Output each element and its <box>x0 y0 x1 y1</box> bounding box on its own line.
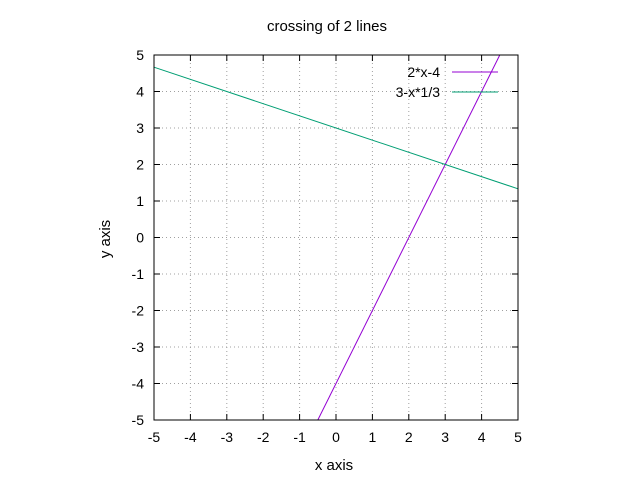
plot-series <box>153 54 519 421</box>
y-tick-label: 3 <box>136 120 144 136</box>
y-tick-label: 0 <box>136 230 144 246</box>
legend-label-2: 3-x*1/3 <box>396 84 441 100</box>
x-tick-label: -1 <box>293 429 306 445</box>
legend: 2*x-4 3-x*1/3 <box>396 64 498 100</box>
grid <box>154 55 518 420</box>
y-tick-label: 1 <box>136 193 144 209</box>
y-tick-label: -4 <box>132 376 145 392</box>
axis-ticks: -5 -4 -3 -2 -1 0 1 2 3 4 5 -5 -4 -3 -2 -1 0 1 2 3 4 5 <box>132 47 523 445</box>
x-tick-label: -2 <box>257 429 270 445</box>
x-tick-label: 1 <box>369 429 377 445</box>
series-line-2 <box>153 66 519 190</box>
x-tick-label: 5 <box>514 429 522 445</box>
y-tick-label: -3 <box>132 339 145 355</box>
x-tick-label: 0 <box>332 429 340 445</box>
y-tick-label: 5 <box>136 47 144 63</box>
chart-title: crossing of 2 lines <box>267 18 387 35</box>
plot-frame <box>153 54 519 421</box>
y-tick-label: -5 <box>132 412 145 428</box>
series-line-1 <box>317 54 501 421</box>
x-tick-label: 3 <box>441 429 449 445</box>
legend-label-1: 2*x-4 <box>407 64 440 80</box>
y-axis-label: y axis <box>97 220 114 258</box>
y-tick-label: -1 <box>132 266 145 282</box>
x-tick-label: -5 <box>148 429 161 445</box>
x-tick-label: -4 <box>184 429 197 445</box>
y-tick-label: 4 <box>136 84 144 100</box>
y-tick-label: -2 <box>132 303 145 319</box>
y-tick-label: 2 <box>136 157 144 173</box>
x-tick-label: -3 <box>221 429 234 445</box>
x-tick-label: 4 <box>478 429 486 445</box>
x-axis-label: x axis <box>315 457 353 474</box>
x-tick-label: 2 <box>405 429 413 445</box>
